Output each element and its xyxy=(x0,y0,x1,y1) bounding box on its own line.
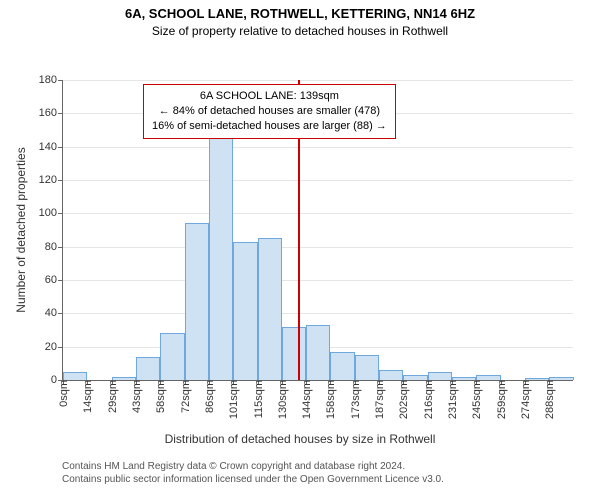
x-tick-label: 158sqm xyxy=(323,380,337,419)
y-tick-label: 40 xyxy=(45,307,63,319)
x-axis-label: Distribution of detached houses by size … xyxy=(0,432,600,446)
x-tick-label: 259sqm xyxy=(494,380,508,419)
x-tick-label: 288sqm xyxy=(542,380,556,419)
y-tick-label: 120 xyxy=(39,174,63,186)
gridline xyxy=(63,247,573,248)
gridline xyxy=(63,180,573,181)
info-box: 6A SCHOOL LANE: 139sqm← 84% of detached … xyxy=(143,84,396,139)
x-tick-label: 43sqm xyxy=(129,380,143,413)
y-tick-label: 100 xyxy=(39,207,63,219)
plot-area: 0204060801001201401601800sqm14sqm29sqm43… xyxy=(62,80,573,381)
y-axis-label: Number of detached properties xyxy=(14,147,28,312)
x-tick-label: 144sqm xyxy=(299,380,313,419)
attribution-line: Contains HM Land Registry data © Crown c… xyxy=(62,460,444,473)
gridline xyxy=(63,80,573,81)
property-size-chart: 6A, SCHOOL LANE, ROTHWELL, KETTERING, NN… xyxy=(0,0,600,500)
x-tick-label: 14sqm xyxy=(80,380,94,413)
x-tick-label: 72sqm xyxy=(178,380,192,413)
x-tick-label: 58sqm xyxy=(153,380,167,413)
histogram-bar xyxy=(282,327,306,380)
y-tick-label: 160 xyxy=(39,107,63,119)
info-box-line: ← 84% of detached houses are smaller (47… xyxy=(152,104,387,119)
histogram-bar xyxy=(355,355,379,380)
histogram-bar xyxy=(233,242,257,380)
x-tick-label: 187sqm xyxy=(372,380,386,419)
gridline xyxy=(63,147,573,148)
y-tick-label: 180 xyxy=(39,74,63,86)
histogram-bar xyxy=(258,238,282,380)
gridline xyxy=(63,213,573,214)
y-tick-label: 140 xyxy=(39,141,63,153)
histogram-bar xyxy=(379,370,403,380)
x-tick-label: 86sqm xyxy=(202,380,216,413)
gridline xyxy=(63,280,573,281)
info-box-line: 16% of semi-detached houses are larger (… xyxy=(152,119,387,134)
x-tick-label: 115sqm xyxy=(251,380,265,418)
histogram-bar xyxy=(136,357,160,380)
attribution-line: Contains public sector information licen… xyxy=(62,473,444,486)
histogram-bar xyxy=(330,352,354,380)
y-tick-label: 80 xyxy=(45,241,63,253)
x-tick-label: 130sqm xyxy=(275,380,289,419)
x-tick-label: 245sqm xyxy=(469,380,483,419)
histogram-bar xyxy=(160,333,184,380)
x-tick-label: 274sqm xyxy=(518,380,532,419)
y-tick-label: 60 xyxy=(45,274,63,286)
x-tick-label: 216sqm xyxy=(421,380,435,419)
histogram-bar xyxy=(63,372,87,380)
chart-subtitle: Size of property relative to detached ho… xyxy=(0,24,600,38)
histogram-bar xyxy=(209,97,233,380)
x-tick-label: 29sqm xyxy=(105,380,119,413)
info-box-line: 6A SCHOOL LANE: 139sqm xyxy=(152,89,387,104)
x-tick-label: 101sqm xyxy=(226,380,240,419)
histogram-bar xyxy=(306,325,330,380)
x-tick-label: 0sqm xyxy=(56,380,70,407)
gridline xyxy=(63,313,573,314)
x-tick-label: 202sqm xyxy=(396,380,410,419)
chart-title: 6A, SCHOOL LANE, ROTHWELL, KETTERING, NN… xyxy=(0,6,600,21)
attribution-text: Contains HM Land Registry data © Crown c… xyxy=(62,460,444,486)
x-tick-label: 173sqm xyxy=(348,380,362,419)
histogram-bar xyxy=(185,223,209,380)
x-tick-label: 231sqm xyxy=(445,380,459,419)
histogram-bar xyxy=(428,372,452,380)
y-tick-label: 20 xyxy=(45,341,63,353)
